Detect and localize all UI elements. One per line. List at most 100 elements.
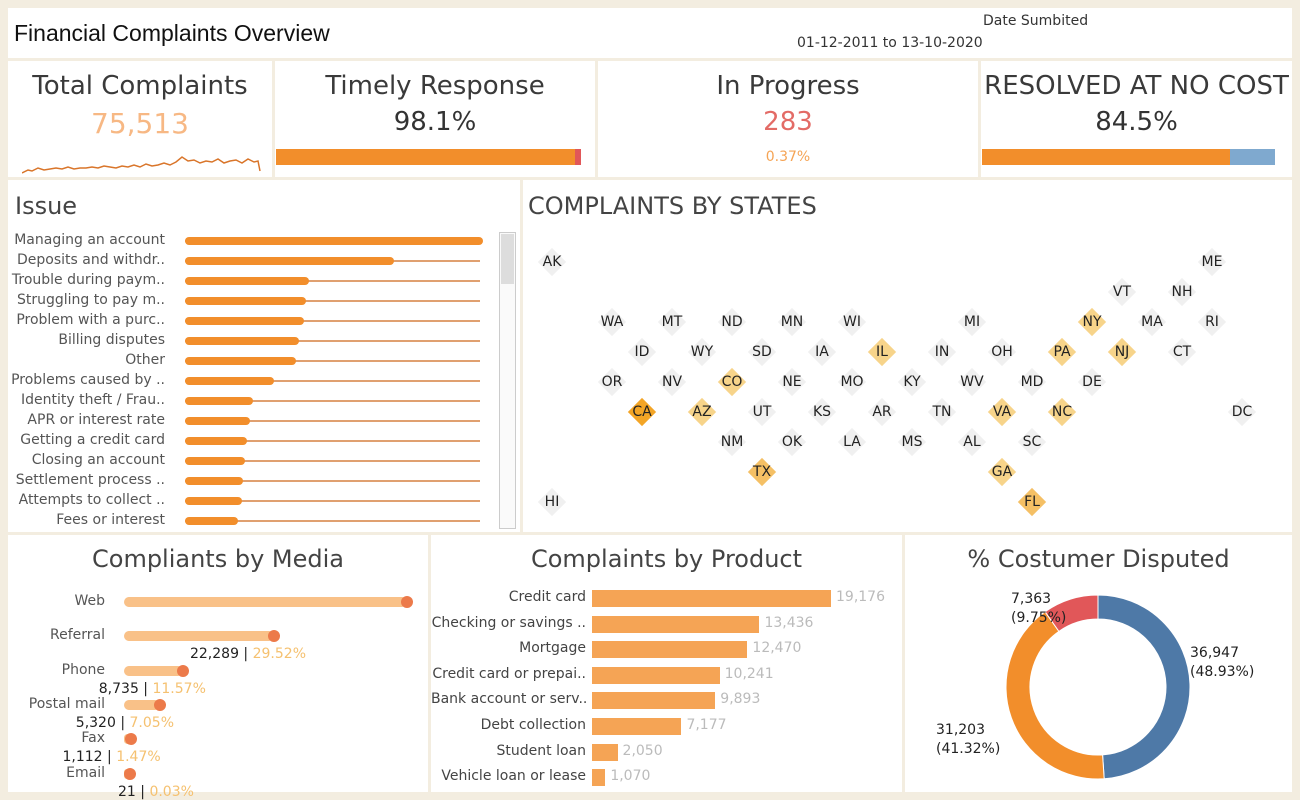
issue-label: Attempts to collect ..: [18, 492, 165, 508]
media-label: Web: [74, 593, 105, 609]
product-label: Checking or savings ..: [431, 614, 586, 631]
media-sep: |: [238, 646, 253, 663]
state-label: SD: [752, 344, 772, 360]
media-dot: [125, 733, 138, 746]
issue-label: Problem with a purc..: [16, 312, 165, 328]
issue-bar: [185, 417, 250, 425]
media-label: Email: [66, 764, 105, 781]
state-label: VA: [992, 404, 1012, 420]
state-label: SC: [1022, 434, 1042, 450]
media-value: 21: [118, 783, 136, 800]
state-label: MO: [840, 374, 864, 390]
state-label: KS: [812, 404, 832, 420]
media-value-label: 5,320 | 7.05%: [76, 715, 174, 731]
media-value: 8,735: [98, 680, 139, 697]
state-label: CT: [1172, 344, 1192, 360]
state-label: WA: [600, 314, 624, 330]
issue-track: [185, 280, 480, 282]
donut-slice: [1044, 594, 1099, 633]
donut-value-label: 36,947: [1190, 645, 1239, 661]
state-label: NM: [720, 434, 744, 450]
state-label: OR: [601, 374, 623, 390]
product-bar: [592, 590, 831, 607]
state-label: LA: [843, 434, 861, 450]
state-label: NH: [1171, 284, 1193, 300]
issue-label: Settlement process ..: [15, 472, 165, 488]
product-value: 13,436: [764, 614, 814, 631]
media-bar: [124, 665, 183, 676]
media-value-label: 21 | 0.03%: [118, 784, 194, 800]
media-title: Compliants by Media: [92, 545, 344, 573]
state-label: NY: [1082, 314, 1102, 330]
state-label: VT: [1112, 284, 1132, 300]
state-label: NV: [661, 374, 683, 390]
state-label: UT: [752, 404, 772, 420]
issue-bar: [185, 237, 483, 245]
product-label: Credit card or prepai..: [432, 665, 586, 682]
issue-track: [185, 460, 480, 462]
issue-label: Managing an account: [14, 232, 165, 248]
state-label: AZ: [692, 404, 712, 420]
product-value: 19,176: [836, 589, 885, 605]
media-label: Postal mail: [28, 695, 105, 712]
state-label: NE: [782, 374, 802, 390]
issue-label: APR or interest rate: [27, 412, 165, 428]
product-bar: [592, 718, 682, 735]
product-label: Credit card: [508, 589, 586, 605]
donut-slice: [1005, 611, 1105, 780]
donut-slice: [1097, 594, 1191, 780]
product-bar: [592, 743, 618, 761]
kpi-progress-title: In Progress: [716, 71, 860, 101]
media-dot: [153, 698, 166, 711]
issue-bar: [185, 477, 243, 485]
issue-label: Fees or interest: [56, 512, 165, 528]
product-label: Mortgage: [519, 640, 586, 657]
state-label: WV: [960, 374, 984, 390]
media-dot: [176, 664, 189, 677]
issue-track: [185, 400, 480, 402]
state-label: RI: [1205, 314, 1219, 330]
media-value: 5,320: [75, 714, 116, 731]
donut-pct-label: (41.32%): [936, 741, 1000, 757]
date-label: Date Sumbited: [983, 13, 1089, 29]
state-label: CO: [721, 374, 743, 390]
kpi-total-value: 75,513: [91, 107, 189, 140]
state-label: MA: [1141, 314, 1163, 330]
issue-bar: [185, 257, 394, 265]
state-label: MI: [963, 314, 981, 330]
issue-track: [185, 520, 480, 522]
state-label: OH: [991, 344, 1013, 360]
kpi-progress-panel: In Progress 283 0.37%: [598, 61, 978, 177]
issue-label: Deposits and withdr..: [16, 252, 165, 268]
donut-value-label: 7,363: [1011, 591, 1051, 607]
issue-label: Other: [125, 352, 165, 368]
state-label: GA: [991, 464, 1013, 480]
product-value: 2,050: [622, 742, 663, 759]
state-label: ID: [634, 344, 650, 360]
product-panel: Complaints by Product Credit card 19,176 C…: [431, 535, 902, 792]
issue-track: [185, 440, 480, 442]
scrollbar-thumb[interactable]: [501, 234, 514, 284]
donut-pct-label: (9.75%): [1011, 610, 1066, 626]
product-bar: [592, 615, 760, 633]
date-range[interactable]: 01-12-2011 to 13-10-2020: [797, 35, 983, 51]
media-bar: [124, 699, 160, 710]
state-label: FL: [1024, 494, 1040, 510]
product-bar: [592, 769, 606, 787]
media-pct: 11.57%: [152, 680, 206, 697]
issue-title: Issue: [15, 192, 78, 220]
issue-track: [185, 320, 480, 322]
media-value: 1,112: [62, 749, 103, 766]
media-value-label: 22,289 | 29.52%: [190, 646, 306, 662]
media-dot: [267, 630, 280, 643]
product-bar: [592, 692, 716, 710]
media-value-label: 1,112 | 1.47%: [62, 749, 160, 765]
issue-label: Struggling to pay m..: [16, 292, 165, 308]
issue-scrollbar[interactable]: [499, 232, 516, 529]
state-label: DE: [1082, 374, 1102, 390]
state-label: WY: [690, 344, 714, 360]
kpi-progress-value: 283: [763, 107, 813, 137]
issue-label: Identity theft / Frau..: [20, 392, 165, 408]
media-sep: |: [135, 783, 150, 800]
product-bar: [592, 641, 748, 659]
